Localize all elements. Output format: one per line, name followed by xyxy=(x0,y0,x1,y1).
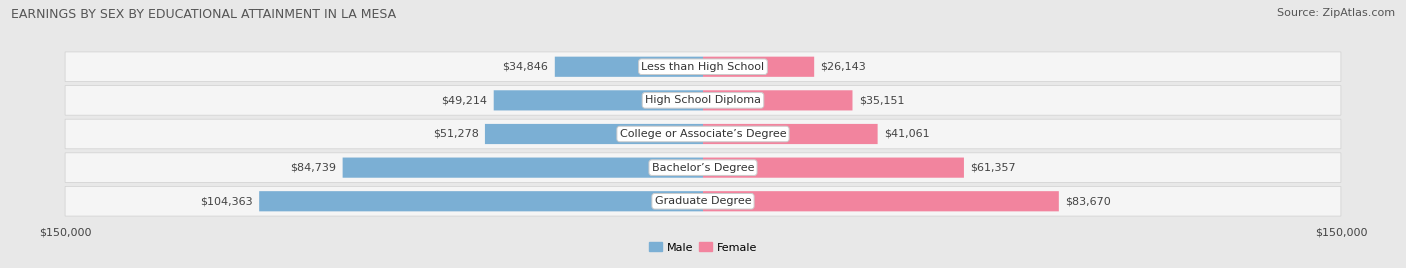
FancyBboxPatch shape xyxy=(703,90,852,110)
Legend: Male, Female: Male, Female xyxy=(644,238,762,257)
Text: $26,143: $26,143 xyxy=(821,62,866,72)
Text: $83,670: $83,670 xyxy=(1066,196,1111,206)
Text: $35,151: $35,151 xyxy=(859,95,904,105)
FancyBboxPatch shape xyxy=(485,124,703,144)
FancyBboxPatch shape xyxy=(703,158,965,178)
Text: $61,357: $61,357 xyxy=(970,163,1017,173)
Text: $104,363: $104,363 xyxy=(200,196,253,206)
FancyBboxPatch shape xyxy=(494,90,703,110)
Text: Bachelor’s Degree: Bachelor’s Degree xyxy=(652,163,754,173)
FancyBboxPatch shape xyxy=(65,187,1341,216)
Text: $51,278: $51,278 xyxy=(433,129,478,139)
Text: Graduate Degree: Graduate Degree xyxy=(655,196,751,206)
FancyBboxPatch shape xyxy=(65,119,1341,149)
Text: $49,214: $49,214 xyxy=(441,95,488,105)
FancyBboxPatch shape xyxy=(343,158,703,178)
Text: High School Diploma: High School Diploma xyxy=(645,95,761,105)
FancyBboxPatch shape xyxy=(259,191,703,211)
FancyBboxPatch shape xyxy=(65,153,1341,183)
Text: Less than High School: Less than High School xyxy=(641,62,765,72)
Text: College or Associate’s Degree: College or Associate’s Degree xyxy=(620,129,786,139)
Text: $34,846: $34,846 xyxy=(502,62,548,72)
FancyBboxPatch shape xyxy=(703,124,877,144)
FancyBboxPatch shape xyxy=(65,52,1341,81)
Text: $84,739: $84,739 xyxy=(290,163,336,173)
Text: EARNINGS BY SEX BY EDUCATIONAL ATTAINMENT IN LA MESA: EARNINGS BY SEX BY EDUCATIONAL ATTAINMEN… xyxy=(11,8,396,21)
FancyBboxPatch shape xyxy=(65,85,1341,115)
Text: Source: ZipAtlas.com: Source: ZipAtlas.com xyxy=(1277,8,1395,18)
FancyBboxPatch shape xyxy=(703,57,814,77)
FancyBboxPatch shape xyxy=(555,57,703,77)
Text: $41,061: $41,061 xyxy=(884,129,929,139)
FancyBboxPatch shape xyxy=(703,191,1059,211)
